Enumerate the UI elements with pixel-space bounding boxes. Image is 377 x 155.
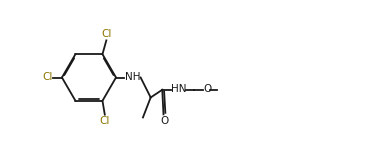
Text: O: O bbox=[203, 84, 211, 94]
Text: Cl: Cl bbox=[100, 116, 110, 126]
Text: O: O bbox=[160, 116, 169, 126]
Text: Cl: Cl bbox=[101, 29, 112, 39]
Text: Cl: Cl bbox=[42, 73, 53, 82]
Text: NH: NH bbox=[125, 72, 140, 82]
Text: HN: HN bbox=[171, 84, 187, 94]
